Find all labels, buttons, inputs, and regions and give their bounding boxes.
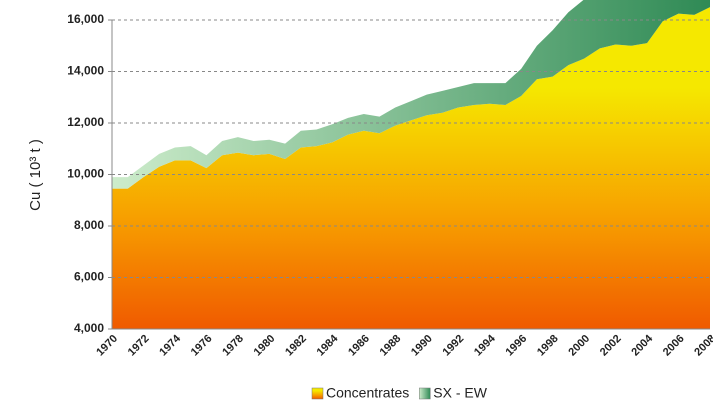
y-tick-label: 4,000 xyxy=(74,321,104,335)
x-tick-label: 2006 xyxy=(661,333,687,359)
y-tick-label: 10,000 xyxy=(67,167,104,181)
x-tick-label: 2000 xyxy=(566,333,592,359)
legend-label: SX - EW xyxy=(433,385,487,401)
x-tick-label: 1998 xyxy=(535,333,561,359)
legend-label: Concentrates xyxy=(326,385,409,401)
x-tick-label: 1974 xyxy=(157,332,183,358)
x-tick-label: 2002 xyxy=(598,333,624,359)
x-tick-label: 1976 xyxy=(189,333,215,359)
x-tick-label: 1994 xyxy=(472,332,498,358)
x-tick-label: 1982 xyxy=(283,333,309,359)
area xyxy=(112,0,710,189)
y-tick-label: 6,000 xyxy=(74,270,104,284)
x-tick-label: 1992 xyxy=(441,333,467,359)
x-tick-label: 1986 xyxy=(346,333,372,359)
x-tick-label: 1978 xyxy=(220,333,246,359)
legend-swatch xyxy=(419,387,431,400)
x-tick-label: 1972 xyxy=(126,333,152,359)
x-tick-label: 2008 xyxy=(692,333,713,359)
x-tick-label: 1984 xyxy=(315,332,341,358)
x-tick-label: 1988 xyxy=(378,333,404,359)
x-tick-label: 1970 xyxy=(94,333,120,359)
x-tick-label: 1996 xyxy=(503,333,529,359)
x-tick-label: 1980 xyxy=(252,333,278,359)
area xyxy=(112,7,710,329)
y-tick-label: 14,000 xyxy=(67,64,104,78)
legend-swatch xyxy=(311,387,324,400)
x-tick-label: 2004 xyxy=(629,332,655,358)
y-tick-label: 16,000 xyxy=(67,12,104,26)
x-tick-label: 1990 xyxy=(409,333,435,359)
y-axis-label: Cu ( 10³ t ) xyxy=(27,139,44,211)
y-tick-label: 12,000 xyxy=(67,115,104,129)
y-tick-label: 8,000 xyxy=(74,218,104,232)
